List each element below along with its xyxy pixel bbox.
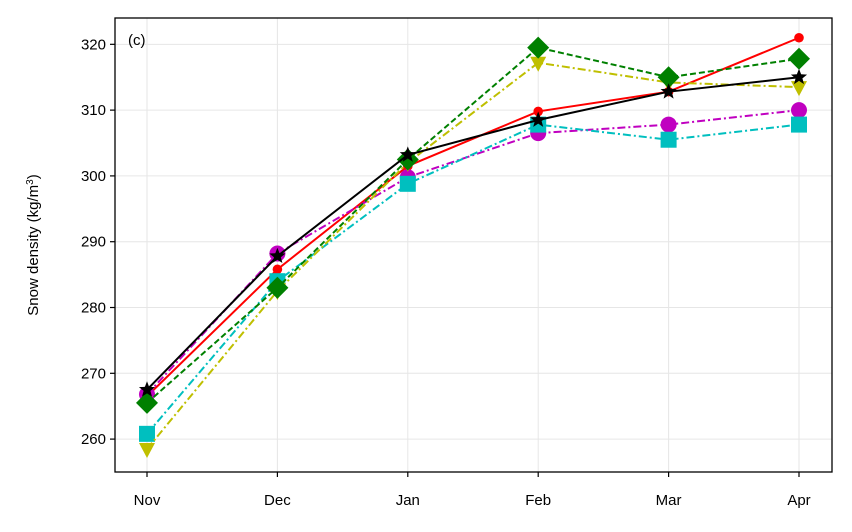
series-olive-triangle: [139, 56, 807, 458]
series-line-black-star: [146, 76, 800, 391]
data-point-black-star: [269, 247, 286, 264]
y-tick-label: 270: [81, 365, 106, 382]
series-line-magenta-circle: [146, 109, 800, 396]
data-point-cyan-square: [660, 131, 677, 148]
y-axis-label-superscript: 3: [25, 179, 36, 185]
data-point-green-diamond: [527, 36, 550, 59]
data-point-olive-triangle: [139, 442, 155, 458]
y-tick-label: 260: [81, 431, 106, 448]
data-point-cyan-square: [791, 116, 807, 133]
y-axis-label-base: Snow density (kg/m: [25, 185, 42, 316]
axes: 260 270 280 290 300 310 320 Nov Dec Jan Feb Mar Apr: [81, 36, 811, 509]
data-point-red-circle: [533, 106, 543, 117]
data-point-black-star: [790, 68, 808, 85]
x-tick-label: Mar: [656, 492, 682, 509]
y-tick-label: 280: [81, 300, 106, 317]
data-point-green-diamond: [136, 391, 158, 414]
data-point-cyan-square: [399, 175, 416, 192]
series-green-diamond: [136, 36, 810, 414]
x-tick-label: Jan: [396, 492, 420, 509]
data-point-olive-triangle: [791, 81, 807, 97]
series-layer: [136, 32, 810, 458]
x-tick-label: Nov: [134, 492, 161, 509]
data-point-green-diamond: [788, 47, 810, 70]
data-point-black-star: [399, 146, 416, 162]
y-tick-label: 300: [81, 168, 106, 185]
plot-frame: [114, 17, 833, 473]
data-point-green-diamond: [657, 66, 680, 89]
data-point-cyan-square: [139, 425, 155, 442]
y-tick-label: 310: [81, 102, 106, 119]
y-axis-label: Snow density (kg/m3): [25, 174, 43, 315]
x-tick-label: Feb: [525, 492, 551, 509]
y-axis-label-close: ): [25, 174, 42, 179]
series-line-cyan-square: [146, 123, 800, 435]
data-point-magenta-circle: [660, 116, 677, 133]
x-tick-label: Dec: [264, 492, 291, 509]
y-tick-label: 320: [81, 36, 106, 53]
series-line-red-circle: [146, 36, 800, 398]
panel-label: (c): [128, 32, 146, 49]
series-line-olive-triangle: [146, 61, 800, 450]
data-point-black-star: [660, 83, 677, 99]
data-point-red-circle: [794, 32, 804, 43]
data-point-red-circle: [272, 264, 283, 275]
y-tick-label: 290: [81, 234, 106, 251]
series-line-green-diamond: [146, 46, 800, 404]
data-point-magenta-circle: [791, 102, 807, 119]
series-magenta-circle: [139, 102, 807, 403]
series-black-star: [138, 68, 808, 397]
data-point-olive-triangle: [530, 56, 547, 72]
data-point-green-diamond: [266, 276, 289, 299]
x-tick-label: Apr: [787, 492, 810, 509]
data-point-black-star: [138, 381, 156, 397]
series-cyan-square: [139, 116, 807, 442]
data-point-black-star: [530, 111, 547, 127]
